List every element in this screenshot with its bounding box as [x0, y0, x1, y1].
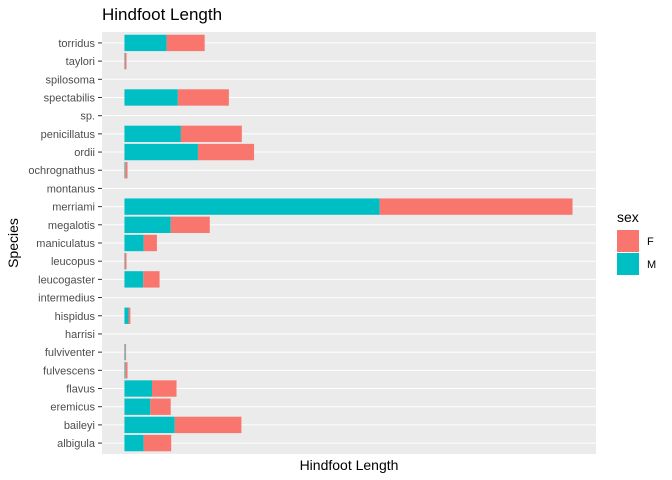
bar-spectabilis-M	[124, 89, 178, 106]
y-tick-label: taylori	[66, 56, 95, 68]
bar-fulviventer-F	[125, 343, 127, 361]
bar-flavus-F	[152, 380, 177, 397]
bar-torridus-F	[166, 34, 205, 52]
y-tick-label: merriami	[52, 202, 95, 214]
bar-ochrognathus-F	[125, 162, 128, 179]
y-tick-label: leucogaster	[38, 274, 95, 286]
bar-albigula-F	[143, 434, 172, 452]
y-tick-label: ochrognathus	[28, 165, 95, 177]
y-tick-label: fulvescens	[43, 365, 95, 377]
y-tick-label: ordii	[74, 147, 95, 159]
legend: sex FM	[617, 209, 656, 275]
y-tick-label: montanus	[47, 183, 96, 195]
x-axis-title: Hindfoot Length	[300, 457, 399, 473]
bar-baileyi-F	[174, 416, 242, 434]
bar-leucogaster-F	[143, 271, 160, 288]
legend-key-F	[617, 230, 639, 252]
bar-ochrognathus-M	[124, 162, 126, 179]
bar-leucopus-M	[124, 253, 126, 270]
bar-megalotis-F	[170, 216, 210, 233]
bar-flavus-M	[124, 380, 153, 397]
bar-maniculatus-F	[143, 234, 157, 252]
bar-megalotis-M	[124, 216, 171, 233]
legend-label-M: M	[647, 259, 656, 271]
y-tick-label: torridus	[58, 38, 95, 50]
bar-fulvescens-M	[124, 362, 126, 379]
bars	[124, 34, 573, 452]
legend-label-F: F	[647, 236, 654, 248]
bar-ordii-F	[197, 143, 255, 161]
bar-penicillatus-M	[124, 125, 181, 143]
chart-title: Hindfoot Length	[102, 5, 222, 24]
y-tick-label: albigula	[57, 438, 96, 450]
bar-leucogaster-M	[124, 271, 144, 288]
y-axis-ticks: albigula baileyi eremicus flavus fulvescens f…	[28, 38, 102, 450]
y-tick-label: leucopus	[51, 256, 96, 268]
bar-hispidus-M	[124, 307, 129, 324]
y-tick-label: eremicus	[50, 402, 95, 414]
y-tick-label: flavus	[66, 384, 95, 396]
bar-hispidus-F	[128, 307, 131, 324]
bar-spectabilis-F	[177, 89, 229, 106]
bar-taylori-F	[124, 52, 127, 70]
bar-merriami-M	[124, 198, 380, 215]
bar-fulvescens-F	[125, 362, 128, 379]
bar-fulviventer-M	[124, 343, 126, 361]
bar-leucopus-F	[124, 253, 127, 270]
legend-title: sex	[617, 209, 639, 225]
y-tick-label: fulviventer	[45, 347, 95, 359]
bar-albigula-M	[124, 434, 144, 452]
y-tick-label: harrisi	[65, 329, 95, 341]
y-tick-label: penicillatus	[41, 129, 96, 141]
legend-key-M	[617, 253, 639, 275]
bar-ordii-M	[124, 143, 198, 161]
bar-torridus-M	[124, 34, 167, 52]
bar-maniculatus-M	[124, 234, 144, 252]
y-tick-label: intermedius	[38, 293, 95, 305]
bar-penicillatus-F	[180, 125, 242, 143]
y-tick-label: baileyi	[64, 420, 95, 432]
bar-merriami-F	[379, 198, 573, 215]
y-tick-label: hispidus	[55, 311, 96, 323]
y-tick-label: spectabilis	[44, 92, 96, 104]
y-tick-label: spilosoma	[45, 74, 95, 86]
y-tick-label: megalotis	[48, 220, 96, 232]
bar-taylori-M	[124, 52, 126, 70]
y-tick-label: maniculatus	[36, 238, 95, 250]
gridlines	[102, 42, 596, 444]
y-tick-label: sp.	[80, 111, 95, 123]
bar-baileyi-M	[124, 416, 175, 434]
bar-eremicus-M	[124, 398, 151, 415]
bar-eremicus-F	[150, 398, 171, 415]
y-axis-title: Species	[5, 218, 21, 268]
